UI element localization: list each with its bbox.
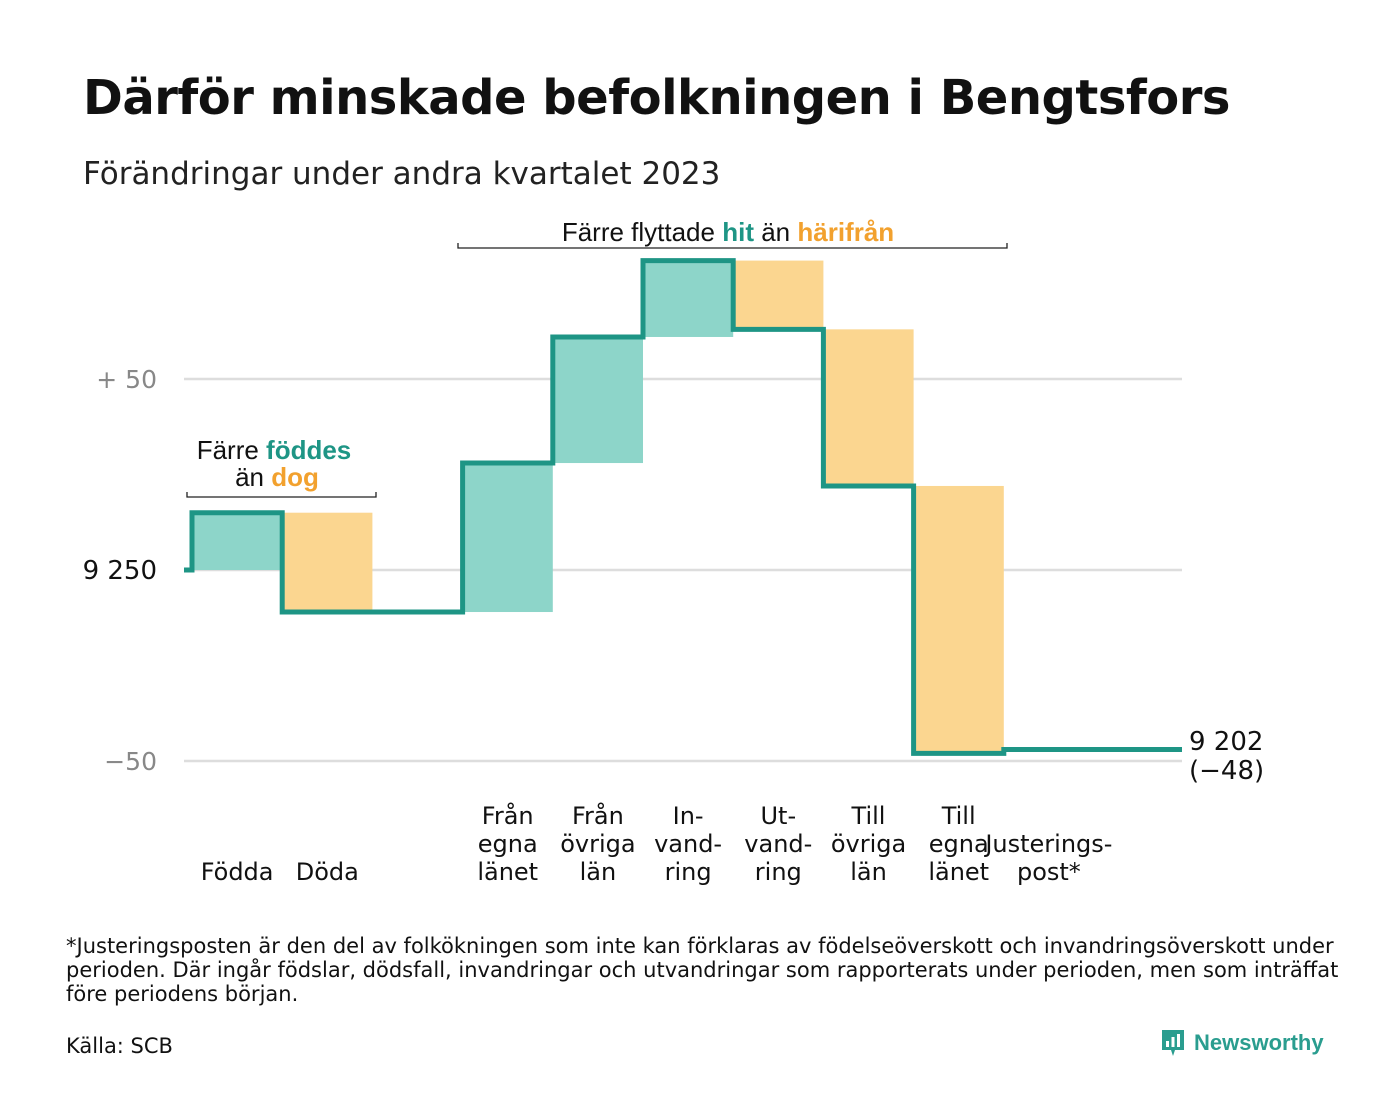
x-category-label: län <box>850 858 887 886</box>
x-category-label: Ut- <box>760 802 796 830</box>
chart-title: Därför minskade befolkningen i Bengtsfor… <box>83 70 1231 126</box>
x-category-label: län <box>580 858 617 886</box>
bar-increase <box>552 336 643 464</box>
chart-subtitle: Förändringar under andra kvartalet 2023 <box>83 156 721 192</box>
annotation-migration: Färre flyttade hit än härifrån <box>562 217 894 247</box>
bar-increase <box>462 463 553 613</box>
x-category-label: vand- <box>654 830 722 858</box>
x-category-label: länet <box>477 858 538 886</box>
x-category-label: Justerings- <box>983 830 1112 858</box>
brand-name: Newsworthy <box>1194 1030 1324 1055</box>
x-category-label: post* <box>1017 858 1081 886</box>
x-category-label: In- <box>673 802 704 830</box>
annotation-births-line1: Färre föddes <box>197 435 352 465</box>
bar-decrease <box>823 329 914 486</box>
bar-decrease <box>913 485 1004 754</box>
footnote: *Justeringsposten är den del av folkökni… <box>66 934 1339 1006</box>
bar-increase <box>192 512 283 570</box>
x-category-label: ring <box>755 858 802 886</box>
step-line <box>184 258 1182 756</box>
change-label: (−48) <box>1189 756 1264 786</box>
x-category-label: egna <box>929 830 989 858</box>
x-category-label: Från <box>482 801 534 830</box>
x-category-label: övriga <box>831 830 906 858</box>
bar-decrease <box>282 512 373 613</box>
newsworthy-icon <box>1162 1030 1184 1056</box>
bar-decrease <box>733 260 824 330</box>
annotation-births-line2: än dog <box>235 462 319 492</box>
y-tick-label: −50 <box>104 747 157 776</box>
bar-increase <box>643 260 734 337</box>
source-label: Källa: SCB <box>66 1034 173 1058</box>
x-category-label: Döda <box>296 858 359 886</box>
annotation-bracket-migration <box>457 243 1008 249</box>
x-category-label: egna <box>478 830 538 858</box>
end-value-label: 9 202 <box>1189 727 1263 757</box>
x-category-label: Från <box>572 801 624 830</box>
x-category-label: vand- <box>744 830 812 858</box>
x-category-label: Till <box>851 802 886 830</box>
brand-logo: Newsworthy <box>1160 1028 1324 1058</box>
x-category-label: Till <box>941 802 976 830</box>
x-category-label: länet <box>928 858 989 886</box>
y-tick-label: + 50 <box>96 365 157 394</box>
y-tick-label: 9 250 <box>83 556 157 586</box>
x-category-label: ring <box>665 858 712 886</box>
x-category-label: övriga <box>560 830 635 858</box>
x-category-label: Födda <box>201 858 274 886</box>
annotation-bracket-births <box>186 492 377 498</box>
